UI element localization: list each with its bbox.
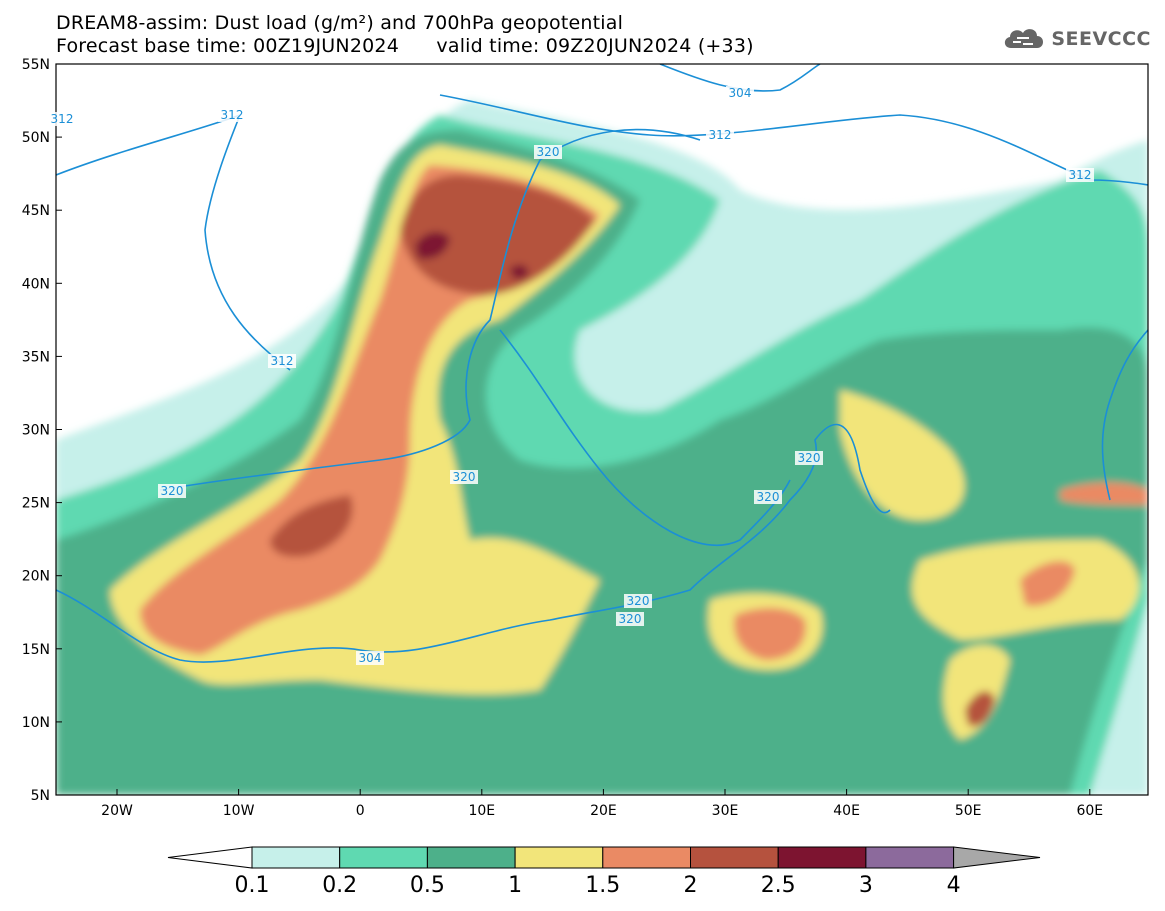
contour-304-north — [659, 64, 821, 92]
contour-label-bg — [1066, 168, 1094, 182]
colorbar-swatch — [251, 846, 341, 869]
contour-label: 312 — [51, 112, 74, 126]
contour-label: 320 — [757, 490, 780, 504]
colorbar-label: 1 — [508, 873, 523, 898]
lon-tick-label: 20E — [590, 803, 617, 819]
contour-label: 312 — [1069, 168, 1092, 182]
contour-label-bg — [726, 86, 754, 100]
contour-label-bg — [450, 470, 478, 484]
contour-label: 312 — [271, 354, 294, 368]
lon-tick-label: 30E — [712, 803, 739, 819]
colorbar-swatch — [426, 846, 516, 869]
lon-tick-label: 60E — [1076, 803, 1103, 819]
lat-tick-label: 20N — [22, 569, 50, 585]
dust-level-2.0-horn — [965, 691, 995, 727]
contour-label: 320 — [798, 451, 821, 465]
lat-tick-label: 45N — [22, 203, 50, 219]
contour-312-west — [56, 113, 291, 371]
dust-level-1.5-iran — [1060, 482, 1148, 505]
contour-label: 312 — [709, 128, 732, 142]
longitude-axis: 20W 10W 0 10E 20E 30E 40E 50E 60E — [101, 789, 1103, 819]
contour-label-bg — [268, 354, 296, 368]
contour-label: 312 — [221, 108, 244, 122]
colorbar-swatch — [777, 846, 867, 869]
lat-tick-label: 5N — [31, 788, 50, 804]
colorbar-swatch — [514, 846, 604, 869]
dust-level-1.0-arabia — [840, 390, 965, 520]
chart-subtitle: Forecast base time: 00Z19JUN2024 valid t… — [56, 35, 754, 57]
contour-label-bg — [356, 651, 384, 665]
logo-text: SEEVCCC — [1051, 28, 1151, 50]
colorbar-arrow-left — [167, 846, 253, 869]
lon-tick-label: 50E — [955, 803, 982, 819]
colorbar-swatch — [865, 846, 955, 869]
seevccc-logo: SEEVCCC — [1001, 24, 1151, 54]
lat-tick-label: 25N — [22, 496, 50, 512]
contour-320-sahara — [159, 128, 701, 491]
lon-tick-label: 10W — [223, 803, 255, 819]
contour-labels: 304 312 312 312 312 312 320 320 320 320 320 320 320 3… — [48, 86, 1094, 665]
colorbar-swatch — [690, 846, 779, 869]
contour-320-egypt — [499, 329, 791, 546]
contour-label: 320 — [537, 145, 560, 159]
colorbar-swatch — [339, 846, 428, 869]
cloud-icon — [1005, 29, 1044, 48]
colorbar-label: 0.5 — [409, 873, 445, 898]
lat-tick-label: 50N — [22, 130, 50, 146]
contour-label-bg — [158, 484, 186, 498]
dust-level-2.0-europe — [400, 175, 595, 295]
contour-label-bg — [706, 128, 734, 142]
dust-level-1.0-horn — [943, 645, 1010, 740]
lon-tick-label: 40E — [833, 803, 860, 819]
lat-tick-label: 40N — [22, 276, 50, 292]
contour-label-bg — [624, 594, 652, 608]
colorbar-label: 3 — [858, 873, 873, 898]
contour-label-bg — [616, 612, 644, 626]
lat-tick-label: 35N — [22, 349, 50, 365]
colorbar — [0, 840, 1165, 907]
contour-label-bg — [795, 451, 823, 465]
dust-field — [56, 64, 1148, 795]
dust-level-2.5-sardinia — [510, 264, 529, 280]
colorbar-label: 0.2 — [322, 873, 358, 898]
contour-label: 320 — [161, 484, 184, 498]
colorbar-label: 2.5 — [760, 873, 796, 898]
contour-label: 320 — [453, 470, 476, 484]
chart-title: DREAM8-assim: Dust load (g/m²) and 700hP… — [56, 12, 624, 34]
contour-label-bg — [754, 490, 782, 504]
contour-label: 320 — [627, 594, 650, 608]
dust-level-1.5-sudan — [734, 608, 806, 660]
colorbar-label: 4 — [946, 873, 961, 898]
lat-tick-label: 30N — [22, 423, 50, 439]
lon-tick-label: 0 — [356, 803, 365, 819]
lon-tick-label: 10E — [468, 803, 495, 819]
contour-label: 304 — [729, 86, 752, 100]
dust-level-2.0 — [270, 495, 353, 557]
lon-tick-label: 20W — [101, 803, 133, 819]
contour-label: 304 — [359, 651, 382, 665]
colorbar-label: 0.1 — [234, 873, 270, 898]
dust-level-1.5-oman — [1020, 561, 1075, 606]
contour-label-bg — [48, 112, 76, 126]
colorbar-swatches — [167, 846, 1041, 869]
contour-label-bg — [218, 108, 246, 122]
colorbar-label: 1.5 — [585, 873, 621, 898]
lat-tick-label: 10N — [22, 715, 50, 731]
contour-label-bg — [534, 145, 562, 159]
colorbar-swatch — [602, 846, 691, 869]
contour-label: 320 — [619, 612, 642, 626]
lat-tick-label: 55N — [22, 57, 50, 73]
dust-level-2.5 — [415, 231, 450, 260]
colorbar-label: 2 — [683, 873, 698, 898]
contour-312-east — [1101, 329, 1148, 501]
lat-tick-label: 15N — [22, 642, 50, 658]
latitude-axis: 55N 50N 45N 40N 35N 30N 25N 20N 15N 10N 5N — [22, 57, 62, 804]
colorbar-arrow-right — [953, 846, 1041, 869]
